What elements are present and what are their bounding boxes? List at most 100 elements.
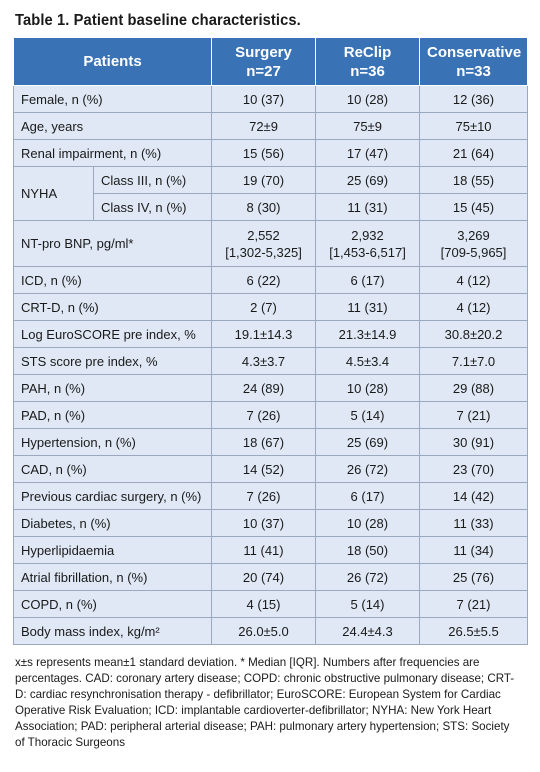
header-surgery: Surgery n=27: [211, 37, 317, 86]
table-row: Body mass index, kg/m² 26.0±5.0 24.4±4.3…: [12, 617, 529, 645]
table-row: Age, years 72±9 75±9 75±10: [12, 112, 529, 140]
cell-conservative: 29 (88): [419, 374, 529, 402]
cell-surgery: 10 (37): [211, 85, 317, 113]
cell-surgery: 72±9: [211, 112, 317, 140]
table-row: COPD, n (%) 4 (15) 5 (14) 7 (21): [12, 590, 529, 618]
cell-surgery: 19.1±14.3: [211, 320, 317, 348]
cell-reclip: 26 (72): [315, 563, 421, 591]
table-row: NYHA Class III, n (%) 19 (70) 25 (69) 18…: [13, 166, 529, 221]
cell-reclip: 10 (28): [315, 509, 421, 537]
cell-conservative: 30.8±20.2: [419, 320, 529, 348]
cell-conservative: 3,269 [709-5,965]: [419, 220, 529, 267]
cell-reclip: 17 (47): [315, 139, 421, 167]
table-row: CAD, n (%) 14 (52) 26 (72) 23 (70): [12, 455, 529, 483]
table-row: Female, n (%) 10 (37) 10 (28) 12 (36): [12, 85, 529, 113]
document: Table 1. Patient baseline characteristic…: [12, 12, 529, 749]
cell-conservative: 18 (55): [419, 166, 529, 194]
table-row: Renal impairment, n (%) 15 (56) 17 (47) …: [12, 139, 529, 167]
row-label: Renal impairment, n (%): [12, 139, 213, 167]
header-conservative: Conservative n=33: [419, 37, 529, 86]
row-label: NT-pro BNP, pg/ml*: [12, 220, 213, 267]
cell-surgery: 20 (74): [211, 563, 317, 591]
header-row: Patients Surgery n=27 ReClip n=36 Conserva…: [12, 37, 529, 86]
cell-surgery: 26.0±5.0: [211, 617, 317, 645]
cell-reclip: 25 (69): [315, 428, 421, 456]
table-row: Hypertension, n (%) 18 (67) 25 (69) 30 (…: [12, 428, 529, 456]
cell-surgery: 15 (56): [211, 139, 317, 167]
header-reclip: ReClip n=36: [315, 37, 421, 86]
cell-reclip: 11 (31): [315, 293, 421, 321]
cell-conservative: 7.1±7.0: [419, 347, 529, 375]
table-row: PAD, n (%) 7 (26) 5 (14) 7 (21): [12, 401, 529, 429]
header-surgery-label: Surgery: [235, 43, 292, 61]
cell-reclip: 6 (17): [315, 266, 421, 294]
cell-reclip: 5 (14): [315, 590, 421, 618]
row-label: CAD, n (%): [12, 455, 213, 483]
cell-reclip: 10 (28): [315, 374, 421, 402]
table-row: ICD, n (%) 6 (22) 6 (17) 4 (12): [12, 266, 529, 294]
cell-reclip: 24.4±4.3: [315, 617, 421, 645]
cell-median: 2,932: [351, 227, 384, 243]
cell-surgery: 6 (22): [211, 266, 317, 294]
row-label: Body mass index, kg/m²: [12, 617, 213, 645]
row-label: Diabetes, n (%): [12, 509, 213, 537]
cell-reclip: 25 (69): [315, 166, 421, 194]
header-conservative-label: Conservative: [427, 43, 522, 61]
cell-conservative: 30 (91): [419, 428, 529, 456]
cell-surgery: 7 (26): [211, 482, 317, 510]
cell-surgery: 2,552 [1,302-5,325]: [211, 220, 317, 267]
cell-conservative: 25 (76): [419, 563, 529, 591]
table-row: NT-pro BNP, pg/ml* 2,552 [1,302-5,325] 2,…: [12, 220, 529, 267]
cell-conservative: 4 (12): [419, 266, 529, 294]
cell-conservative: 23 (70): [419, 455, 529, 483]
table-row: Hyperlipidaemia 11 (41) 18 (50) 11 (34): [12, 536, 529, 564]
table-row: Previous cardiac surgery, n (%) 7 (26) 6…: [12, 482, 529, 510]
cell-reclip: 21.3±14.9: [315, 320, 421, 348]
cell-reclip: 5 (14): [315, 401, 421, 429]
cell-reclip: 26 (72): [315, 455, 421, 483]
cell-conservative: 12 (36): [419, 85, 529, 113]
table-row: Diabetes, n (%) 10 (37) 10 (28) 11 (33): [12, 509, 529, 537]
cell-surgery: 14 (52): [211, 455, 317, 483]
cell-reclip: 18 (50): [315, 536, 421, 564]
cell-surgery: 19 (70): [211, 166, 317, 194]
row-label: PAD, n (%): [12, 401, 213, 429]
cell-conservative: 11 (34): [419, 536, 529, 564]
cell-reclip: 75±9: [315, 112, 421, 140]
cell-median: 2,552: [247, 227, 280, 243]
table-row: Class IV, n (%) 8 (30) 11 (31) 15 (45): [14, 193, 529, 221]
baseline-table: Patients Surgery n=27 ReClip n=36 Conserva…: [12, 37, 529, 645]
row-sublabel: Class III, n (%): [92, 166, 213, 194]
header-conservative-n: n=33: [456, 62, 491, 80]
cell-median: 3,269: [457, 227, 490, 243]
cell-conservative: 14 (42): [419, 482, 529, 510]
cell-conservative: 21 (64): [419, 139, 529, 167]
row-label: CRT-D, n (%): [12, 293, 213, 321]
row-sublabel: Class IV, n (%): [92, 193, 213, 221]
table-row: STS score pre index, % 4.3±3.7 4.5±3.4 7…: [12, 347, 529, 375]
row-label: COPD, n (%): [12, 590, 213, 618]
table-footnote: x±s represents mean±1 standard deviation…: [15, 656, 515, 749]
row-label: Log EuroSCORE pre index, %: [12, 320, 213, 348]
header-reclip-label: ReClip: [343, 43, 392, 61]
cell-conservative: 11 (33): [419, 509, 529, 537]
table-row: Log EuroSCORE pre index, % 19.1±14.3 21.…: [12, 320, 529, 348]
header-patients: Patients: [12, 37, 213, 86]
cell-surgery: 11 (41): [211, 536, 317, 564]
cell-conservative: 26.5±5.5: [419, 617, 529, 645]
cell-reclip: 10 (28): [315, 85, 421, 113]
table-row: PAH, n (%) 24 (89) 10 (28) 29 (88): [12, 374, 529, 402]
row-label: Atrial fibrillation, n (%): [12, 563, 213, 591]
cell-reclip: 6 (17): [315, 482, 421, 510]
table-title: Table 1. Patient baseline characteristic…: [15, 12, 301, 29]
cell-surgery: 4 (15): [211, 590, 317, 618]
row-label: STS score pre index, %: [12, 347, 213, 375]
cell-surgery: 7 (26): [211, 401, 317, 429]
cell-surgery: 4.3±3.7: [211, 347, 317, 375]
cell-conservative: 15 (45): [419, 193, 529, 221]
cell-reclip: 4.5±3.4: [315, 347, 421, 375]
cell-conservative: 4 (12): [419, 293, 529, 321]
cell-reclip: 11 (31): [315, 193, 421, 221]
cell-reclip: 2,932 [1,453-6,517]: [315, 220, 421, 267]
row-label: Age, years: [12, 112, 213, 140]
